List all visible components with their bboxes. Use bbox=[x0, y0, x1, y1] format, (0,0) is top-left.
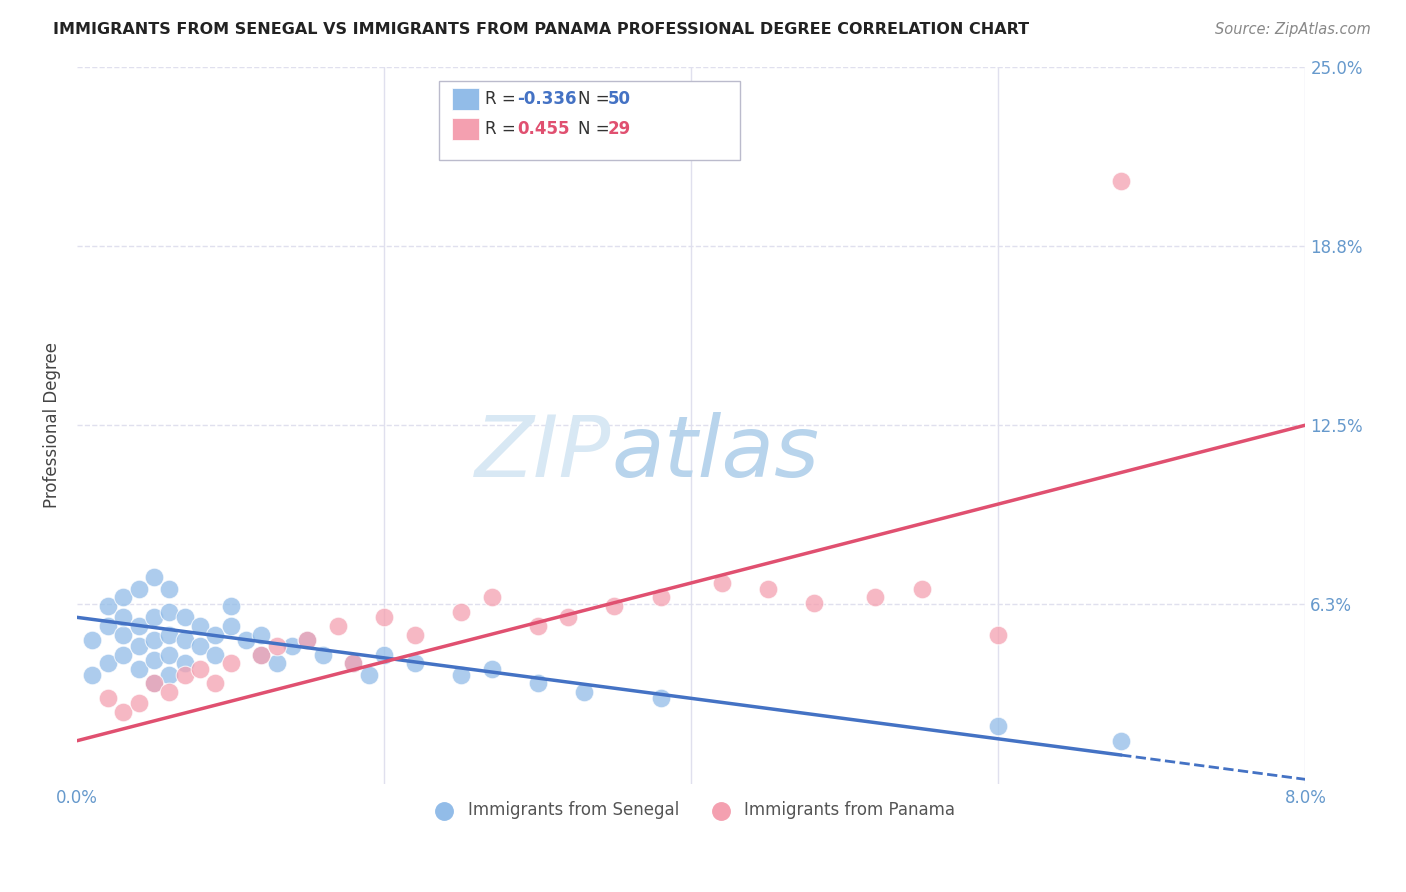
Point bbox=[97, 599, 120, 613]
Point bbox=[142, 610, 165, 624]
Point bbox=[97, 690, 120, 705]
Point bbox=[188, 639, 211, 653]
Y-axis label: Professional Degree: Professional Degree bbox=[44, 343, 60, 508]
Point bbox=[987, 719, 1010, 733]
Point bbox=[1109, 733, 1132, 747]
Text: Source: ZipAtlas.com: Source: ZipAtlas.com bbox=[1215, 22, 1371, 37]
Text: N =: N = bbox=[578, 120, 610, 138]
Point bbox=[572, 685, 595, 699]
Text: 0.455: 0.455 bbox=[517, 120, 569, 138]
Point bbox=[142, 676, 165, 690]
Point bbox=[142, 633, 165, 648]
Point bbox=[204, 648, 226, 662]
Point bbox=[128, 619, 150, 633]
Point bbox=[112, 591, 135, 605]
Point bbox=[173, 610, 195, 624]
Point bbox=[128, 582, 150, 596]
Point bbox=[112, 627, 135, 641]
Point bbox=[219, 619, 242, 633]
Point bbox=[526, 676, 548, 690]
Point bbox=[157, 667, 180, 681]
Point bbox=[188, 619, 211, 633]
Text: R =: R = bbox=[485, 90, 516, 108]
Point bbox=[312, 648, 335, 662]
Point bbox=[250, 648, 273, 662]
Point bbox=[297, 633, 319, 648]
Point bbox=[250, 648, 273, 662]
Point bbox=[97, 657, 120, 671]
Point bbox=[157, 582, 180, 596]
Point bbox=[650, 690, 672, 705]
Point bbox=[557, 610, 579, 624]
Point bbox=[82, 667, 104, 681]
Point bbox=[326, 619, 349, 633]
Point bbox=[803, 596, 825, 610]
Point bbox=[142, 570, 165, 584]
Point bbox=[342, 657, 364, 671]
Point bbox=[173, 667, 195, 681]
Point bbox=[297, 633, 319, 648]
Point bbox=[987, 627, 1010, 641]
Point bbox=[142, 653, 165, 667]
FancyBboxPatch shape bbox=[440, 81, 741, 160]
Text: 29: 29 bbox=[607, 120, 631, 138]
Point bbox=[157, 605, 180, 619]
Point bbox=[404, 657, 426, 671]
Point bbox=[173, 657, 195, 671]
Point bbox=[404, 627, 426, 641]
Point bbox=[710, 576, 733, 591]
Point bbox=[603, 599, 626, 613]
Point bbox=[112, 648, 135, 662]
Text: R =: R = bbox=[485, 120, 516, 138]
Point bbox=[342, 657, 364, 671]
Point bbox=[650, 591, 672, 605]
Point bbox=[373, 610, 395, 624]
Text: N =: N = bbox=[578, 90, 610, 108]
Point bbox=[756, 582, 779, 596]
Text: -0.336: -0.336 bbox=[517, 90, 576, 108]
Point bbox=[250, 627, 273, 641]
Point bbox=[112, 705, 135, 719]
FancyBboxPatch shape bbox=[451, 119, 479, 140]
Point bbox=[266, 657, 288, 671]
Point bbox=[112, 610, 135, 624]
Point bbox=[204, 676, 226, 690]
Text: IMMIGRANTS FROM SENEGAL VS IMMIGRANTS FROM PANAMA PROFESSIONAL DEGREE CORRELATIO: IMMIGRANTS FROM SENEGAL VS IMMIGRANTS FR… bbox=[53, 22, 1029, 37]
Point bbox=[266, 639, 288, 653]
Text: atlas: atlas bbox=[612, 412, 820, 495]
Point bbox=[219, 657, 242, 671]
FancyBboxPatch shape bbox=[451, 88, 479, 110]
Point bbox=[526, 619, 548, 633]
Text: 50: 50 bbox=[607, 90, 631, 108]
Point bbox=[450, 667, 472, 681]
Point bbox=[157, 627, 180, 641]
Point bbox=[128, 662, 150, 676]
Point bbox=[173, 633, 195, 648]
Point bbox=[157, 648, 180, 662]
Point bbox=[481, 591, 503, 605]
Point bbox=[128, 697, 150, 711]
Point bbox=[281, 639, 304, 653]
Point bbox=[481, 662, 503, 676]
Point bbox=[157, 685, 180, 699]
Point bbox=[204, 627, 226, 641]
Legend: Immigrants from Senegal, Immigrants from Panama: Immigrants from Senegal, Immigrants from… bbox=[420, 794, 962, 826]
Point bbox=[910, 582, 932, 596]
Point bbox=[188, 662, 211, 676]
Point bbox=[865, 591, 887, 605]
Point bbox=[357, 667, 380, 681]
Point bbox=[1109, 174, 1132, 188]
Point bbox=[450, 605, 472, 619]
Point bbox=[142, 676, 165, 690]
Point bbox=[128, 639, 150, 653]
Point bbox=[82, 633, 104, 648]
Point bbox=[97, 619, 120, 633]
Point bbox=[219, 599, 242, 613]
Point bbox=[235, 633, 257, 648]
Point bbox=[373, 648, 395, 662]
Text: ZIP: ZIP bbox=[475, 412, 612, 495]
